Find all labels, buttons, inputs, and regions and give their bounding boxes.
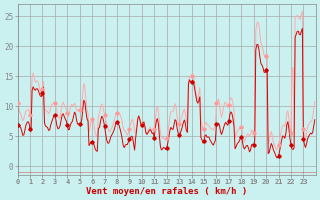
- X-axis label: Vent moyen/en rafales ( km/h ): Vent moyen/en rafales ( km/h ): [86, 187, 247, 196]
